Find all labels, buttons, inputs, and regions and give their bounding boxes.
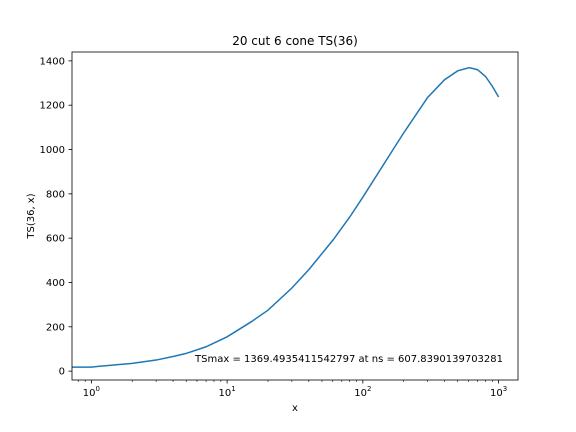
x-tick-label: 100	[83, 385, 100, 399]
y-tick-label: 1000	[40, 145, 65, 156]
y-tick-label: 1400	[40, 56, 65, 67]
y-axis-ticks: 0 200 400 600 800 1000 1200 1400	[40, 56, 72, 378]
x-tick-label: 101	[219, 385, 236, 399]
x-tick-label: 102	[354, 385, 371, 399]
y-axis-label: TS(36, x)	[26, 193, 37, 239]
y-tick-label: 200	[46, 322, 65, 333]
y-tick-label: 0	[59, 367, 65, 378]
y-tick-label: 600	[46, 234, 65, 245]
x-axis-label: x	[292, 403, 298, 414]
x-axis-ticks: 100 101 102 103	[77, 380, 507, 399]
x-tick-label: 103	[490, 385, 507, 399]
plot-area	[72, 66, 500, 368]
y-tick-label: 800	[46, 189, 65, 200]
chart-title: 20 cut 6 cone TS(36)	[232, 34, 358, 48]
axes-frame	[71, 51, 519, 381]
y-tick-label: 400	[46, 278, 65, 289]
series-line	[72, 66, 500, 368]
max-annotation: TSmax = 1369.4935411542797 at ns = 607.8…	[194, 354, 503, 365]
y-tick-label: 1200	[40, 101, 65, 112]
